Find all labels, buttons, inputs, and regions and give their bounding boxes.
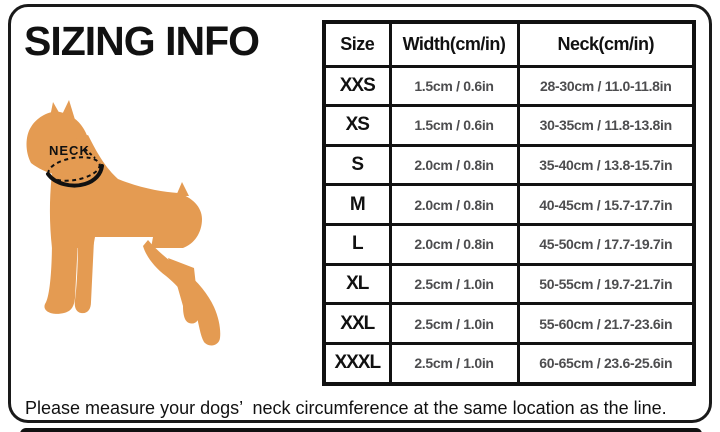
table-row: XXS 1.5cm / 0.6in 28-30cm / 11.0-11.8in [322, 64, 696, 108]
neck-cell: 40-45cm / 15.7-17.7in [516, 183, 696, 227]
dog-front-leg [44, 240, 78, 314]
panel-border [8, 4, 712, 423]
table-row: XS 1.5cm / 0.6in 30-35cm / 11.8-13.8in [322, 104, 696, 147]
neck-cell: 28-30cm / 11.0-11.8in [516, 64, 696, 108]
width-cell: 2.0cm / 0.8in [388, 183, 520, 227]
dog-front-leg-far [74, 240, 94, 314]
neck-cell: 55-60cm / 21.7-23.6in [516, 302, 696, 345]
neck-collar-line [46, 164, 104, 188]
measurement-note: Please measure your dogs’ neck circumfer… [25, 398, 667, 418]
dog-illustration: NECK [26, 100, 221, 346]
dog-rear-leg-far [168, 258, 200, 324]
table-body: XXS 1.5cm / 0.6in 28-30cm / 11.0-11.8in … [322, 64, 696, 386]
neck-cell: 35-40cm / 13.8-15.7in [516, 143, 696, 187]
neck-cell: 45-50cm / 17.7-19.7in [516, 223, 696, 266]
size-cell: XXS [322, 64, 392, 108]
neck-cell: 60-65cm / 23.6-25.6in [516, 342, 696, 386]
width-cell: 2.0cm / 0.8in [388, 143, 520, 187]
width-cell: 2.5cm / 1.0in [388, 262, 520, 306]
dog-tail [176, 182, 189, 196]
size-cell: M [322, 183, 392, 227]
width-cell: 2.0cm / 0.8in [388, 223, 520, 266]
table-row: S 2.0cm / 0.8in 35-40cm / 13.8-15.7in [322, 143, 696, 187]
next-section-edge [20, 428, 702, 432]
neck-cell: 30-35cm / 11.8-13.8in [516, 104, 696, 147]
col-header-width: Width(cm/in) [388, 20, 520, 68]
dog-rear-leg [143, 240, 221, 346]
header-row: Size Width(cm/in) Neck(cm/in) [322, 20, 696, 68]
table-header: Size Width(cm/in) Neck(cm/in) [322, 20, 696, 68]
neck-cell: 50-55cm / 19.7-21.7in [516, 262, 696, 306]
col-header-size: Size [322, 20, 392, 68]
table-row: L 2.0cm / 0.8in 45-50cm / 17.7-19.7in [322, 223, 696, 266]
size-cell: L [322, 223, 392, 266]
size-cell: XXXL [322, 342, 392, 386]
table-row: M 2.0cm / 0.8in 40-45cm / 15.7-17.7in [322, 183, 696, 227]
col-header-neck: Neck(cm/in) [516, 20, 696, 68]
width-cell: 1.5cm / 0.6in [388, 104, 520, 147]
width-cell: 2.5cm / 1.0in [388, 342, 520, 386]
size-cell: XXL [322, 302, 392, 345]
neck-pointer-dashes [84, 148, 96, 159]
table-row: XXL 2.5cm / 1.0in 55-60cm / 21.7-23.6in [322, 302, 696, 345]
page-title: SIZING INFO [24, 18, 260, 64]
dog-silhouette [26, 100, 221, 346]
neck-measure-line [46, 148, 104, 188]
size-cell: S [322, 143, 392, 187]
size-cell: XS [322, 104, 392, 147]
width-cell: 1.5cm / 0.6in [388, 64, 520, 108]
size-cell: XL [322, 262, 392, 306]
table-row: XL 2.5cm / 1.0in 50-55cm / 19.7-21.7in [322, 262, 696, 306]
width-cell: 2.5cm / 1.0in [388, 302, 520, 345]
neck-label: NECK [49, 143, 90, 158]
table-row: XXXL 2.5cm / 1.0in 60-65cm / 23.6-25.6in [322, 342, 696, 386]
dog-torso [49, 135, 203, 248]
sizing-table: Size Width(cm/in) Neck(cm/in) XXS 1.5cm … [322, 20, 696, 386]
